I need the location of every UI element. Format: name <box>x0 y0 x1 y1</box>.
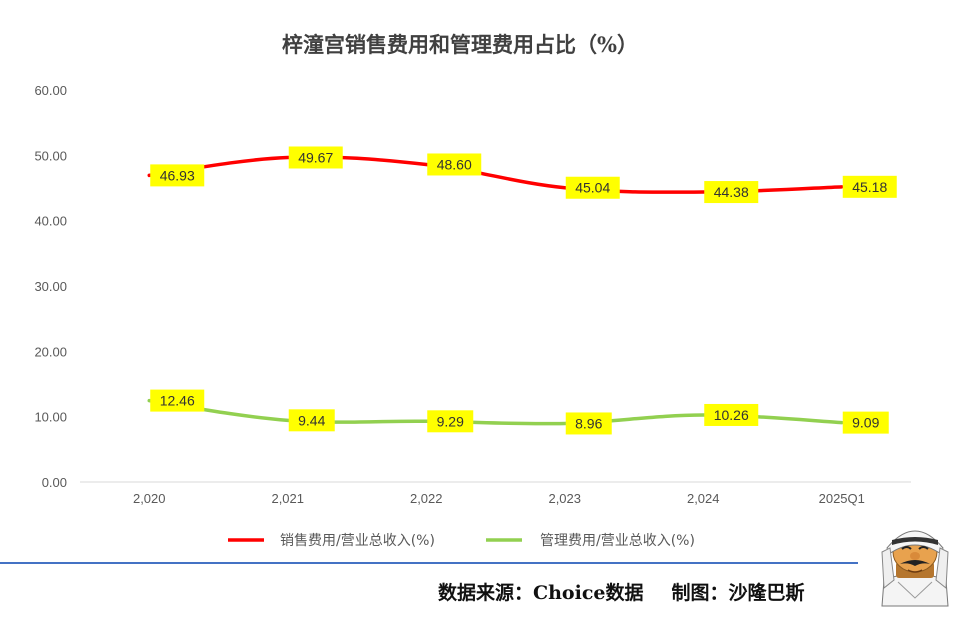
y-tick-label: 10.00 <box>34 410 67 425</box>
author-text: 制图：沙隆巴斯 <box>671 582 805 604</box>
data-label-text: 10.26 <box>714 407 749 423</box>
data-label-text: 49.67 <box>298 149 333 165</box>
data-label-box <box>288 409 335 432</box>
data-label: 45.04 <box>565 176 620 199</box>
legend: 销售费用/营业总收入(%) 管理费用/营业总收入(%) <box>228 533 695 549</box>
data-label-text: 48.60 <box>437 156 472 172</box>
data-label: 9.09 <box>842 411 889 434</box>
x-tick-label: 2025Q1 <box>819 491 865 506</box>
data-label: 46.93 <box>150 164 205 187</box>
data-label-box <box>427 410 474 433</box>
data-label: 9.29 <box>427 410 474 433</box>
data-label-text: 44.38 <box>714 184 749 200</box>
data-label-text: 9.09 <box>852 415 879 431</box>
y-tick-label: 40.00 <box>34 214 67 229</box>
y-axis: 0.00 10.00 20.00 30.00 40.00 50.00 60.00 <box>34 83 67 490</box>
y-tick-label: 60.00 <box>34 83 67 98</box>
legend-item-1: 销售费用/营业总收入(%) <box>228 533 435 549</box>
data-label-text: 9.29 <box>437 413 464 429</box>
x-tick-label: 2,024 <box>687 491 720 506</box>
data-label-text: 8.96 <box>575 415 602 431</box>
y-tick-label: 0.00 <box>42 475 67 490</box>
source-text: 数据来源：Choice数据 <box>438 582 644 604</box>
data-label-text: 45.18 <box>852 179 887 195</box>
data-label-text: 9.44 <box>298 412 325 428</box>
y-tick-label: 30.00 <box>34 279 67 294</box>
data-label: 49.67 <box>288 146 343 169</box>
source-note: 数据来源：Choice数据 制图：沙隆巴斯 <box>438 578 805 605</box>
data-label-box <box>704 403 759 426</box>
chart-title: 梓潼宫销售费用和管理费用占比（%） <box>282 32 638 57</box>
x-tick-label: 2,021 <box>271 491 304 506</box>
legend-label: 管理费用/营业总收入(%) <box>540 533 695 549</box>
data-label-text: 12.46 <box>160 393 195 409</box>
data-labels: 46.93 49.67 48.60 45.04 44.38 45.18 12.46 9.44 9… <box>150 146 897 435</box>
data-label-box <box>150 164 205 187</box>
data-label-text: 45.04 <box>575 180 610 196</box>
data-label-text: 46.93 <box>160 167 195 183</box>
data-label: 10.26 <box>704 403 759 426</box>
y-tick-label: 50.00 <box>34 148 67 163</box>
data-label-box <box>427 153 482 176</box>
cartoon-man-headscarf-icon <box>881 530 949 607</box>
data-label: 8.96 <box>565 412 612 435</box>
legend-label: 销售费用/营业总收入(%) <box>280 533 435 549</box>
data-label: 45.18 <box>842 175 897 198</box>
data-label: 9.44 <box>288 409 335 432</box>
data-label-box <box>842 411 889 434</box>
data-label: 44.38 <box>704 181 759 204</box>
data-label-box <box>565 412 612 435</box>
data-label-box <box>842 175 897 198</box>
data-label-box <box>150 389 205 412</box>
data-label-box <box>704 181 759 204</box>
x-axis: 2,020 2,021 2,022 2,023 2,024 2025Q1 <box>133 491 865 506</box>
data-label-box <box>288 146 343 169</box>
data-label: 12.46 <box>150 389 205 412</box>
x-tick-label: 2,023 <box>548 491 581 506</box>
data-label: 48.60 <box>427 153 482 176</box>
x-tick-label: 2,020 <box>133 491 166 506</box>
footer-divider <box>0 562 858 564</box>
legend-item-2: 管理费用/营业总收入(%) <box>486 533 695 549</box>
y-tick-label: 20.00 <box>34 344 67 359</box>
chart: 梓潼宫销售费用和管理费用占比（%） 0.00 10.00 20.00 30.00 40.… <box>34 32 911 549</box>
data-label-box <box>565 176 620 199</box>
x-tick-label: 2,022 <box>410 491 443 506</box>
